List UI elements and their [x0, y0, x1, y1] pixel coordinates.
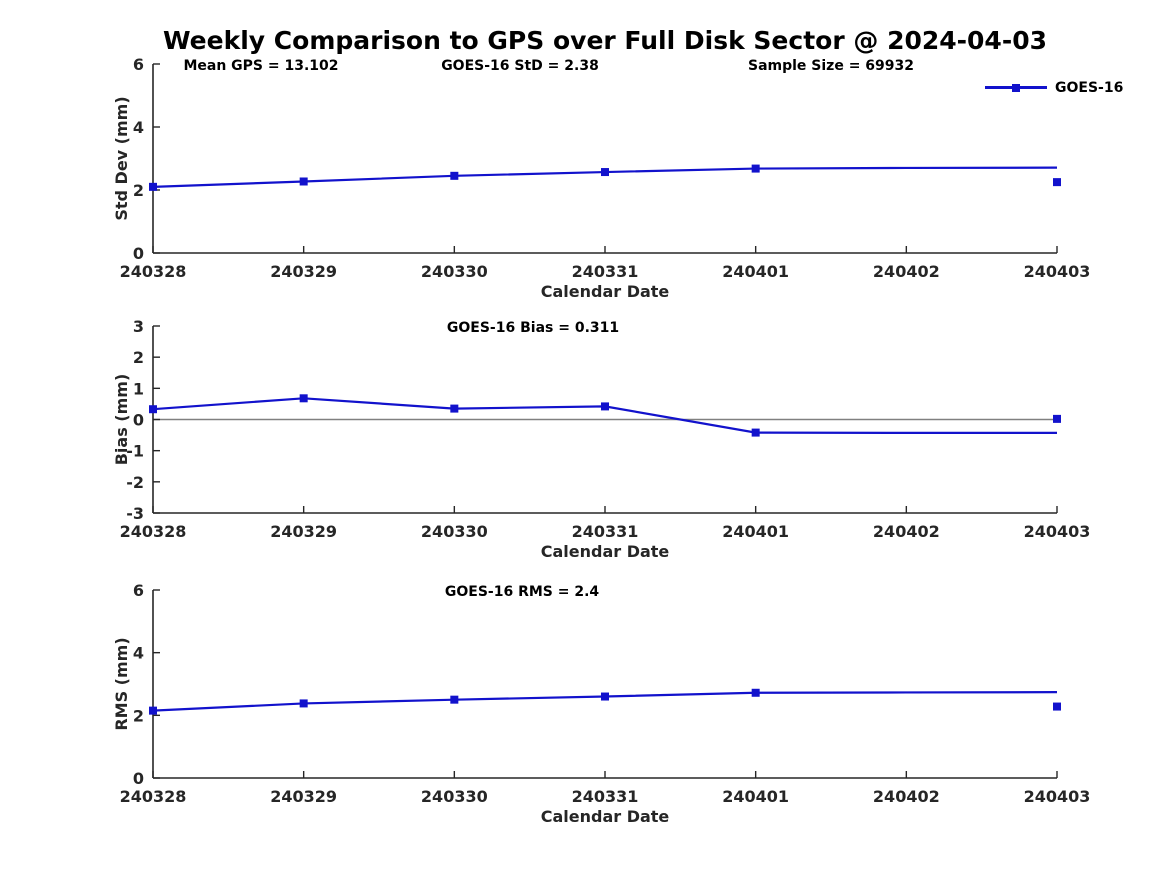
- data-point-marker: [450, 404, 459, 413]
- data-point-marker: [751, 428, 760, 437]
- x-tick-label: 240331: [572, 262, 639, 281]
- data-point-marker: [149, 706, 157, 715]
- subplot-rms: 0 2 4 6 240328 240329 240330 240331 240401 240402…: [112, 581, 1090, 826]
- x-tick-label: 240328: [120, 787, 187, 806]
- x-axis-label: Calendar Date: [541, 282, 670, 301]
- isolated-data-point-marker: [1053, 414, 1061, 423]
- x-tick-label: 240401: [722, 522, 789, 541]
- y-tick-label: -3: [126, 504, 144, 523]
- y-tick-label: 2: [133, 348, 144, 367]
- y-axis-label: RMS (mm): [112, 637, 131, 730]
- x-tick-label: 240330: [421, 787, 488, 806]
- y-tick-label: 6: [133, 55, 144, 74]
- data-point-marker: [149, 182, 157, 191]
- y-tick-label: -1: [126, 442, 144, 461]
- data-point-marker: [751, 688, 760, 697]
- x-axis-label: Calendar Date: [541, 542, 670, 561]
- y-tick-label: 0: [133, 244, 144, 263]
- x-tick-label: 240331: [572, 787, 639, 806]
- chart-title: Weekly Comparison to GPS over Full Disk …: [163, 26, 1047, 55]
- data-point-marker: [450, 695, 459, 704]
- x-tick-label: 240401: [722, 262, 789, 281]
- x-tick-label: 240401: [722, 787, 789, 806]
- data-point-marker: [299, 177, 308, 186]
- data-point-marker: [601, 692, 609, 701]
- data-point-marker: [299, 394, 308, 403]
- y-tick-label: 4: [133, 644, 144, 663]
- y-tick-label: 1: [133, 379, 144, 398]
- y-tick-label: -2: [126, 473, 144, 492]
- x-tick-label: 240331: [572, 522, 639, 541]
- data-point-marker: [149, 405, 157, 414]
- data-point-marker: [601, 168, 609, 177]
- x-tick-label: 240403: [1024, 262, 1091, 281]
- subplot-bias: -3 -2 -1 0 1 2 3 240328 240329 240330 240331 240401…: [112, 317, 1090, 561]
- x-tick-label: 240403: [1024, 787, 1091, 806]
- x-tick-label: 240328: [120, 262, 187, 281]
- annotation-text: Sample Size = 69932: [748, 58, 914, 74]
- data-point-marker: [601, 402, 609, 411]
- isolated-data-point-marker: [1053, 702, 1061, 711]
- y-axis-label: Std Dev (mm): [112, 96, 131, 220]
- x-tick-label: 240403: [1024, 522, 1091, 541]
- x-tick-label: 240330: [421, 262, 488, 281]
- data-point-marker: [751, 164, 760, 173]
- legend-label: GOES-16: [1055, 79, 1124, 96]
- y-tick-label: 3: [133, 317, 144, 336]
- x-tick-label: 240328: [120, 522, 187, 541]
- annotation-text: GOES-16 RMS = 2.4: [445, 584, 600, 600]
- x-tick-label: 240402: [873, 522, 940, 541]
- annotation-text: Mean GPS = 13.102: [183, 58, 338, 74]
- annotation-text: GOES-16 StD = 2.38: [441, 58, 599, 74]
- x-tick-label: 240402: [873, 787, 940, 806]
- x-tick-label: 240402: [873, 262, 940, 281]
- subplot-std-dev: 0 2 4 6 240328 240329 240330 240331 240401 240402…: [112, 55, 1090, 301]
- legend: GOES-16: [985, 79, 1124, 96]
- x-tick-label: 240329: [270, 787, 337, 806]
- y-tick-label: 0: [133, 411, 144, 430]
- legend-line-sample: [985, 83, 1047, 92]
- data-point-marker: [450, 171, 459, 180]
- data-point-marker: [299, 699, 308, 708]
- legend-square-marker-icon: [1012, 83, 1020, 92]
- y-tick-label: 0: [133, 769, 144, 788]
- y-axis-label: Bias (mm): [112, 374, 131, 466]
- annotation-text: GOES-16 Bias = 0.311: [447, 320, 619, 336]
- x-tick-label: 240330: [421, 522, 488, 541]
- x-axis-label: Calendar Date: [541, 807, 670, 826]
- isolated-data-point-marker: [1053, 178, 1061, 187]
- x-tick-label: 240329: [270, 262, 337, 281]
- x-tick-label: 240329: [270, 522, 337, 541]
- y-tick-label: 4: [133, 118, 144, 137]
- y-tick-label: 6: [133, 581, 144, 600]
- y-tick-label: 2: [133, 706, 144, 725]
- y-tick-label: 2: [133, 181, 144, 200]
